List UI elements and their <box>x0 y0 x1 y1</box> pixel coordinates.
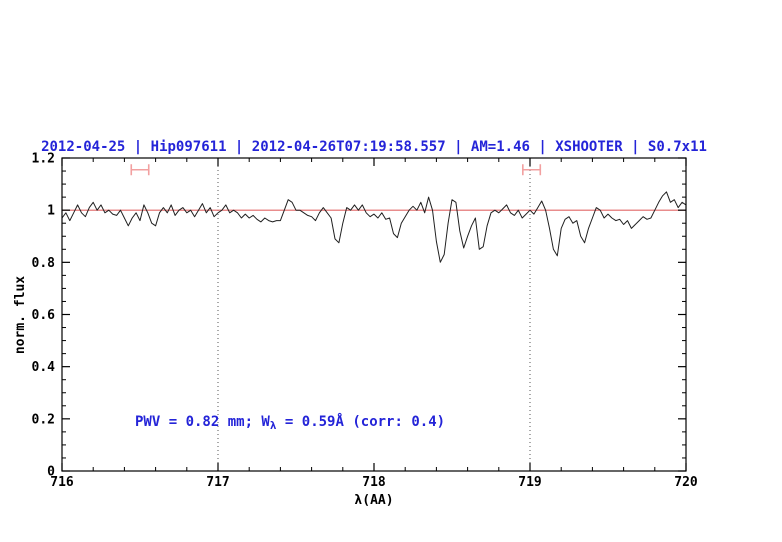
plot-border <box>61 157 687 472</box>
plot-title: 2012-04-25 | Hip097611 | 2012-04-26T07:1… <box>41 139 707 155</box>
error-marker <box>522 164 542 176</box>
y-tick-label: 0.2 <box>32 412 55 427</box>
y-tick-label: 1.2 <box>32 152 55 167</box>
y-tick-label: 0.6 <box>32 308 56 323</box>
pwv-annotation-prefix: PWV = 0.82 mm; W <box>135 414 270 430</box>
tick-labels: 716 717 718 719 720 0 0.2 0.4 0.6 0.8 1 1.2 <box>32 152 698 491</box>
pwv-annotation: PWV = 0.82 mm; Wλ = 0.59Å (corr: 0.4) <box>135 413 445 432</box>
x-tick-label: 718 <box>362 475 386 490</box>
y-tick-label: 0 <box>47 465 55 480</box>
y-tick-label: 0.8 <box>32 256 56 271</box>
x-tick-label: 719 <box>518 475 541 490</box>
error-markers <box>130 164 542 176</box>
pwv-annotation-suffix: = 0.59Å (corr: 0.4) <box>276 413 445 430</box>
x-tick-label: 717 <box>206 475 229 490</box>
pwv-annotation-subscript: λ <box>270 419 277 432</box>
axis-ticks <box>61 157 687 472</box>
spectrum-line <box>61 191 687 263</box>
error-marker <box>130 164 150 176</box>
y-tick-label: 0.4 <box>32 360 56 375</box>
y-axis-label: norm. flux <box>13 276 28 354</box>
x-axis-label: λ(AA) <box>354 493 393 508</box>
x-tick-label: 716 <box>50 475 74 490</box>
spectrum-line-group <box>61 191 687 263</box>
x-tick-label: 720 <box>674 475 698 490</box>
y-tick-label: 1 <box>47 204 55 219</box>
